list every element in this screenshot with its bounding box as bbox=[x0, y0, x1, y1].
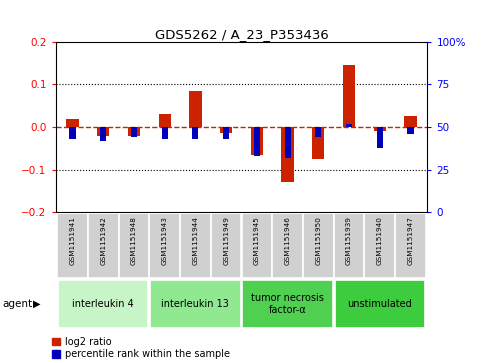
Bar bbox=[97, 127, 109, 135]
Text: GSM1151945: GSM1151945 bbox=[254, 216, 260, 265]
Bar bbox=[192, 127, 199, 139]
Text: GSM1151948: GSM1151948 bbox=[131, 216, 137, 265]
Bar bbox=[334, 213, 365, 278]
Bar bbox=[180, 213, 211, 278]
Text: GSM1151950: GSM1151950 bbox=[315, 216, 321, 265]
Bar bbox=[66, 118, 79, 127]
Text: GSM1151941: GSM1151941 bbox=[70, 216, 75, 265]
Text: GSM1151944: GSM1151944 bbox=[192, 216, 199, 265]
Bar bbox=[211, 213, 242, 278]
Bar bbox=[128, 127, 140, 135]
Bar bbox=[346, 124, 352, 127]
Text: interleukin 13: interleukin 13 bbox=[161, 299, 229, 309]
Text: GSM1151940: GSM1151940 bbox=[377, 216, 383, 265]
Bar bbox=[272, 213, 303, 278]
Bar bbox=[377, 127, 383, 147]
Bar bbox=[251, 127, 263, 155]
Text: GSM1151943: GSM1151943 bbox=[162, 216, 168, 265]
Bar bbox=[365, 213, 395, 278]
Text: GSM1151942: GSM1151942 bbox=[100, 216, 106, 265]
Bar bbox=[335, 280, 425, 328]
Bar bbox=[223, 127, 229, 139]
Bar bbox=[282, 127, 294, 183]
Bar bbox=[58, 280, 148, 328]
Bar bbox=[162, 127, 168, 139]
Bar bbox=[100, 127, 106, 141]
Bar bbox=[408, 127, 413, 134]
Bar bbox=[220, 127, 232, 134]
Bar bbox=[254, 127, 260, 156]
Text: GSM1151939: GSM1151939 bbox=[346, 216, 352, 265]
Text: tumor necrosis
factor-α: tumor necrosis factor-α bbox=[251, 293, 324, 315]
Bar bbox=[149, 213, 180, 278]
Bar bbox=[312, 127, 325, 159]
Bar bbox=[150, 280, 241, 328]
Text: unstimulated: unstimulated bbox=[347, 299, 412, 309]
Bar bbox=[57, 213, 88, 278]
Text: GSM1151949: GSM1151949 bbox=[223, 216, 229, 265]
Bar bbox=[242, 213, 272, 278]
Bar bbox=[374, 127, 386, 131]
Bar bbox=[343, 65, 355, 127]
Title: GDS5262 / A_23_P353436: GDS5262 / A_23_P353436 bbox=[155, 28, 328, 41]
Bar bbox=[303, 213, 334, 278]
Bar bbox=[131, 127, 137, 137]
Bar bbox=[395, 213, 426, 278]
Text: GSM1151947: GSM1151947 bbox=[408, 216, 413, 265]
Bar bbox=[118, 213, 149, 278]
Bar bbox=[189, 91, 201, 127]
Bar bbox=[404, 117, 417, 127]
Bar bbox=[70, 127, 75, 139]
Bar bbox=[315, 127, 321, 137]
Legend: log2 ratio, percentile rank within the sample: log2 ratio, percentile rank within the s… bbox=[51, 336, 231, 360]
Bar bbox=[88, 213, 118, 278]
Text: agent: agent bbox=[2, 299, 32, 309]
Text: GSM1151946: GSM1151946 bbox=[284, 216, 291, 265]
Bar bbox=[242, 280, 333, 328]
Text: ▶: ▶ bbox=[32, 299, 40, 309]
Text: interleukin 4: interleukin 4 bbox=[72, 299, 134, 309]
Bar bbox=[284, 127, 291, 158]
Bar bbox=[158, 114, 171, 127]
